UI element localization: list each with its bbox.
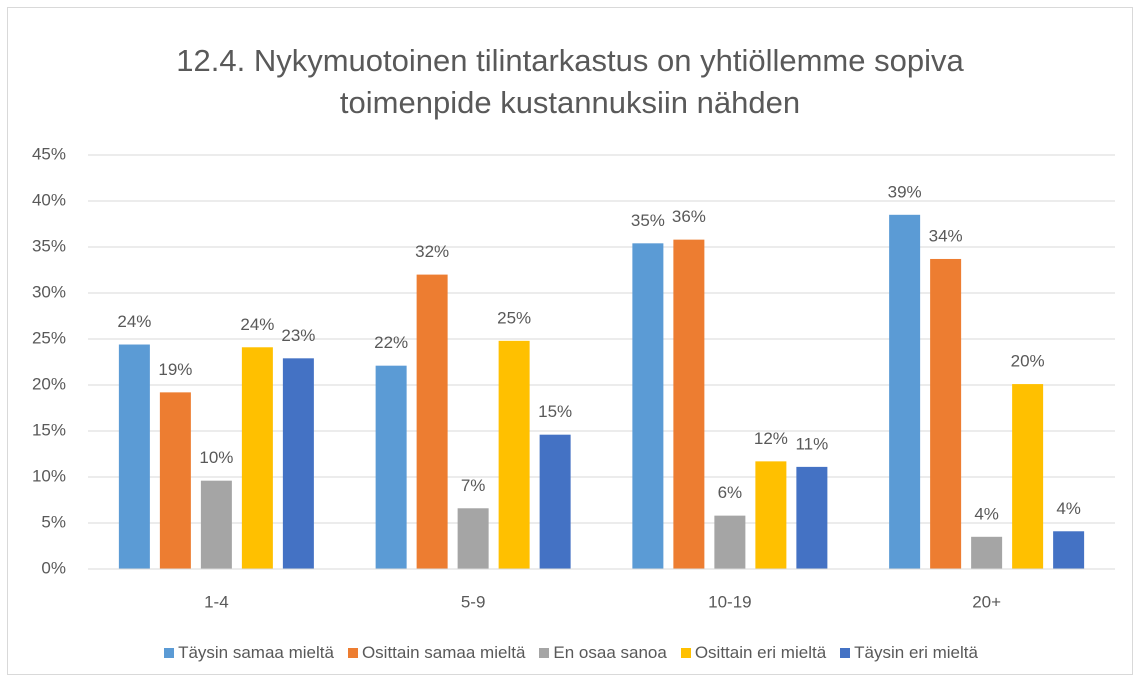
y-tick-label: 45% (32, 144, 66, 163)
y-tick-label: 20% (32, 374, 66, 393)
bar (416, 274, 448, 569)
legend-label: Osittain eri mieltä (694, 643, 827, 662)
data-label: 24% (240, 315, 274, 334)
legend-label: En osaa sanoa (553, 643, 667, 662)
y-tick-label: 5% (41, 512, 66, 531)
data-label: 35% (631, 211, 665, 230)
legend-item: Osittain samaa mieltä (347, 643, 526, 663)
legend-item: Täysin samaa mieltä (164, 643, 334, 663)
bar (755, 461, 787, 569)
data-label: 6% (718, 483, 743, 502)
bar (375, 365, 407, 569)
legend-item: Osittain eri mieltä (680, 643, 827, 663)
y-tick-label: 15% (32, 420, 66, 439)
bar (457, 508, 489, 569)
bar (118, 344, 150, 569)
bar (889, 214, 921, 570)
y-tick-label: 10% (32, 466, 66, 485)
bar (241, 347, 273, 569)
legend-swatch (840, 648, 851, 658)
data-label: 10% (199, 448, 233, 467)
data-label: 4% (974, 504, 999, 523)
data-label: 22% (374, 333, 408, 352)
bar (971, 536, 1003, 569)
bar (159, 392, 191, 569)
bar (632, 243, 664, 569)
legend-swatch (347, 648, 358, 658)
bar (1053, 531, 1085, 569)
data-label: 34% (929, 226, 963, 245)
legend-label: Täysin samaa mieltä (178, 643, 334, 662)
legend-swatch (539, 648, 550, 658)
legend-swatch (164, 648, 175, 658)
y-tick-label: 30% (32, 282, 66, 301)
data-label: 39% (888, 182, 922, 201)
bar (673, 239, 705, 569)
bar (714, 515, 746, 569)
y-tick-label: 35% (32, 236, 66, 255)
x-tick-label: 10-19 (708, 592, 751, 611)
chart-frame (7, 7, 1133, 675)
legend-swatch (680, 648, 691, 658)
x-tick-label: 20+ (972, 592, 1001, 611)
bar (200, 480, 232, 569)
legend-item: Täysin eri mieltä (840, 643, 978, 663)
bar (498, 340, 530, 569)
data-label: 12% (754, 429, 788, 448)
bar (1012, 384, 1044, 569)
data-label: 19% (158, 360, 192, 379)
data-label: 7% (461, 476, 486, 495)
legend-label: Osittain samaa mieltä (361, 643, 526, 662)
data-label: 4% (1056, 499, 1081, 518)
data-label: 24% (117, 312, 151, 331)
data-label: 25% (497, 308, 531, 327)
legend-item: En osaa sanoa (539, 643, 667, 663)
data-label: 23% (281, 326, 315, 345)
y-tick-label: 0% (41, 558, 66, 577)
x-tick-label: 1-4 (204, 592, 229, 611)
y-tick-label: 40% (32, 190, 66, 209)
data-label: 36% (672, 207, 706, 226)
bar (282, 358, 314, 569)
x-tick-label: 5-9 (461, 592, 486, 611)
data-label: 15% (538, 402, 572, 421)
bar (539, 434, 571, 569)
y-tick-label: 25% (32, 328, 66, 347)
data-label: 32% (415, 242, 449, 261)
legend-label: Täysin eri mieltä (854, 643, 978, 662)
data-label: 11% (795, 434, 828, 453)
chart-title: 12.4. Nykymuotoinen tilintarkastus on yh… (176, 43, 964, 120)
bar (930, 258, 962, 569)
data-label: 20% (1011, 352, 1045, 371)
legend: Täysin samaa mieltä Osittain samaa mieltä… (0, 643, 1142, 663)
bar (796, 466, 828, 569)
